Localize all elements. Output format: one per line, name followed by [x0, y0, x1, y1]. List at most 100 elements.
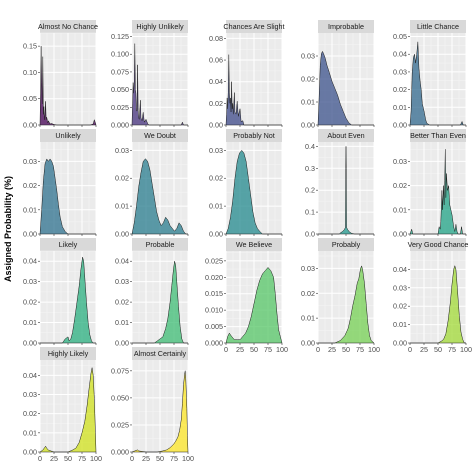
x-tick-label: 100 [90, 454, 102, 463]
strip-label: About Even [327, 131, 364, 140]
density-area [131, 370, 189, 453]
y-tick-label: 0.06 [209, 56, 223, 65]
strip-background [132, 20, 188, 33]
y-tick-label: 0.075 [111, 366, 129, 375]
x-tick-label: 100 [182, 454, 194, 463]
y-tick-label: 0.02 [23, 181, 37, 190]
y-tick-label: 0.025 [205, 256, 223, 265]
y-tick-label: 0.04 [393, 265, 407, 274]
strip-background [132, 129, 188, 142]
y-tick-label: 0.125 [111, 32, 129, 41]
x-tick-label: 100 [276, 345, 288, 354]
strip-background [226, 238, 282, 251]
x-tick-label: 75 [78, 454, 86, 463]
panel-highly-likely: Highly Likely 0.00 0.01 0.02 0.03 0.04 0 25 50 75… [23, 347, 102, 463]
strip-background [318, 20, 374, 33]
strip-background [318, 129, 374, 142]
panel-probable: Probable 0.00 0.01 0.02 0.03 0.04 [115, 238, 189, 348]
y-tick-label: 0.000 [111, 121, 129, 130]
x-tick-label: 50 [64, 454, 72, 463]
strip-label: Better Than Even [410, 131, 466, 140]
y-tick-label: 0.01 [393, 103, 407, 112]
y-tick-label: 0.00 [209, 230, 223, 239]
y-tick-label: 0.00 [301, 121, 315, 130]
strip-background [410, 20, 466, 33]
panel-better-than-even: Better Than Even 0.00 0.01 0.02 0.03 [393, 129, 467, 239]
strip-background [40, 20, 96, 33]
y-tick-label: 0.00 [393, 339, 407, 348]
x-tick-label: 0 [38, 454, 42, 463]
strip-label: Very Good Chance [408, 240, 469, 249]
y-tick-label: 0.010 [205, 306, 223, 315]
strip-background [40, 347, 96, 360]
x-tick-label: 75 [448, 345, 456, 354]
y-tick-label: 0.02 [393, 85, 407, 94]
density-area [131, 43, 189, 126]
x-tick-label: 75 [170, 454, 178, 463]
y-tick-label: 0.00 [301, 339, 315, 348]
x-tick-label: 100 [368, 345, 380, 354]
strip-background [410, 129, 466, 142]
y-tick-label: 0.00 [115, 339, 129, 348]
y-tick-label: 0.05 [393, 32, 407, 41]
panel-little-chance: Little Chance 0.00 0.01 0.02 0.03 0.04 0.05 [393, 20, 467, 130]
strip-background [226, 20, 282, 33]
density-area [409, 149, 467, 235]
x-tick-label: 0 [224, 345, 228, 354]
strip-background [132, 347, 188, 360]
x-tick-label: 0 [408, 345, 412, 354]
y-tick-label: 0.04 [393, 50, 407, 59]
panel-almost-no-chance: Almost No Chance 0.00 0.05 0.10 0.15 [23, 20, 98, 130]
strip-label: Probable [146, 240, 175, 249]
y-tick-label: 0.00 [23, 448, 37, 457]
y-tick-label: 0.3 [305, 164, 315, 173]
y-tick-label: 0.05 [23, 94, 37, 103]
strip-label: Little Chance [417, 22, 459, 31]
y-tick-label: 0.03 [393, 67, 407, 76]
panel-improbable: Improbable 0.00 0.01 0.02 0.03 [301, 20, 375, 130]
x-tick-label: 0 [316, 345, 320, 354]
density-area [225, 267, 283, 344]
strip-label: Chances Are Slight [223, 22, 284, 31]
panel-probably: Probably 0.00 0.01 0.02 0.03 0 25 50 75 100 [301, 238, 380, 354]
density-area [317, 51, 375, 126]
density-area [39, 256, 97, 344]
y-tick-label: 0.0 [305, 230, 315, 239]
strip-background [410, 238, 466, 251]
strip-label: Probably [332, 240, 361, 249]
y-tick-label: 0.01 [393, 205, 407, 214]
x-tick-label: 75 [264, 345, 272, 354]
strip-label: We Believe [236, 240, 272, 249]
y-tick-label: 0.00 [393, 230, 407, 239]
y-tick-label: 0.075 [111, 67, 129, 76]
x-tick-label: 50 [156, 454, 164, 463]
panel-we-doubt: We Doubt 0.00 0.01 0.02 0.03 [115, 129, 189, 239]
panel-chances-are-slight: Chances Are Slight 0.00 0.02 0.04 0.06 0.08 [209, 20, 285, 130]
y-tick-label: 0.03 [23, 157, 37, 166]
x-tick-label: 50 [342, 345, 350, 354]
density-area [317, 265, 375, 344]
y-tick-label: 0.1 [305, 208, 315, 217]
panel-we-believe: We Believe 0.000 0.005 0.010 0.015 0.020 0.025… [205, 238, 288, 354]
y-tick-label: 0.01 [393, 320, 407, 329]
y-tick-label: 0.015 [205, 289, 223, 298]
x-tick-label: 25 [236, 345, 244, 354]
density-area [39, 158, 97, 235]
y-tick-label: 0.02 [393, 302, 407, 311]
y-tick-label: 0.01 [23, 428, 37, 437]
y-tick-label: 0.10 [23, 68, 37, 77]
x-tick-label: 25 [50, 454, 58, 463]
strip-label: Improbable [328, 22, 364, 31]
strip-background [40, 129, 96, 142]
y-tick-label: 0.03 [115, 146, 129, 155]
y-tick-label: 0.02 [115, 174, 129, 183]
x-tick-label: 25 [420, 345, 428, 354]
panel-unlikely: Unlikely 0.00 0.01 0.02 0.03 [23, 129, 97, 239]
strip-background [318, 238, 374, 251]
x-tick-label: 25 [328, 345, 336, 354]
y-tick-label: 0.050 [111, 393, 129, 402]
y-tick-label: 0.02 [23, 409, 37, 418]
